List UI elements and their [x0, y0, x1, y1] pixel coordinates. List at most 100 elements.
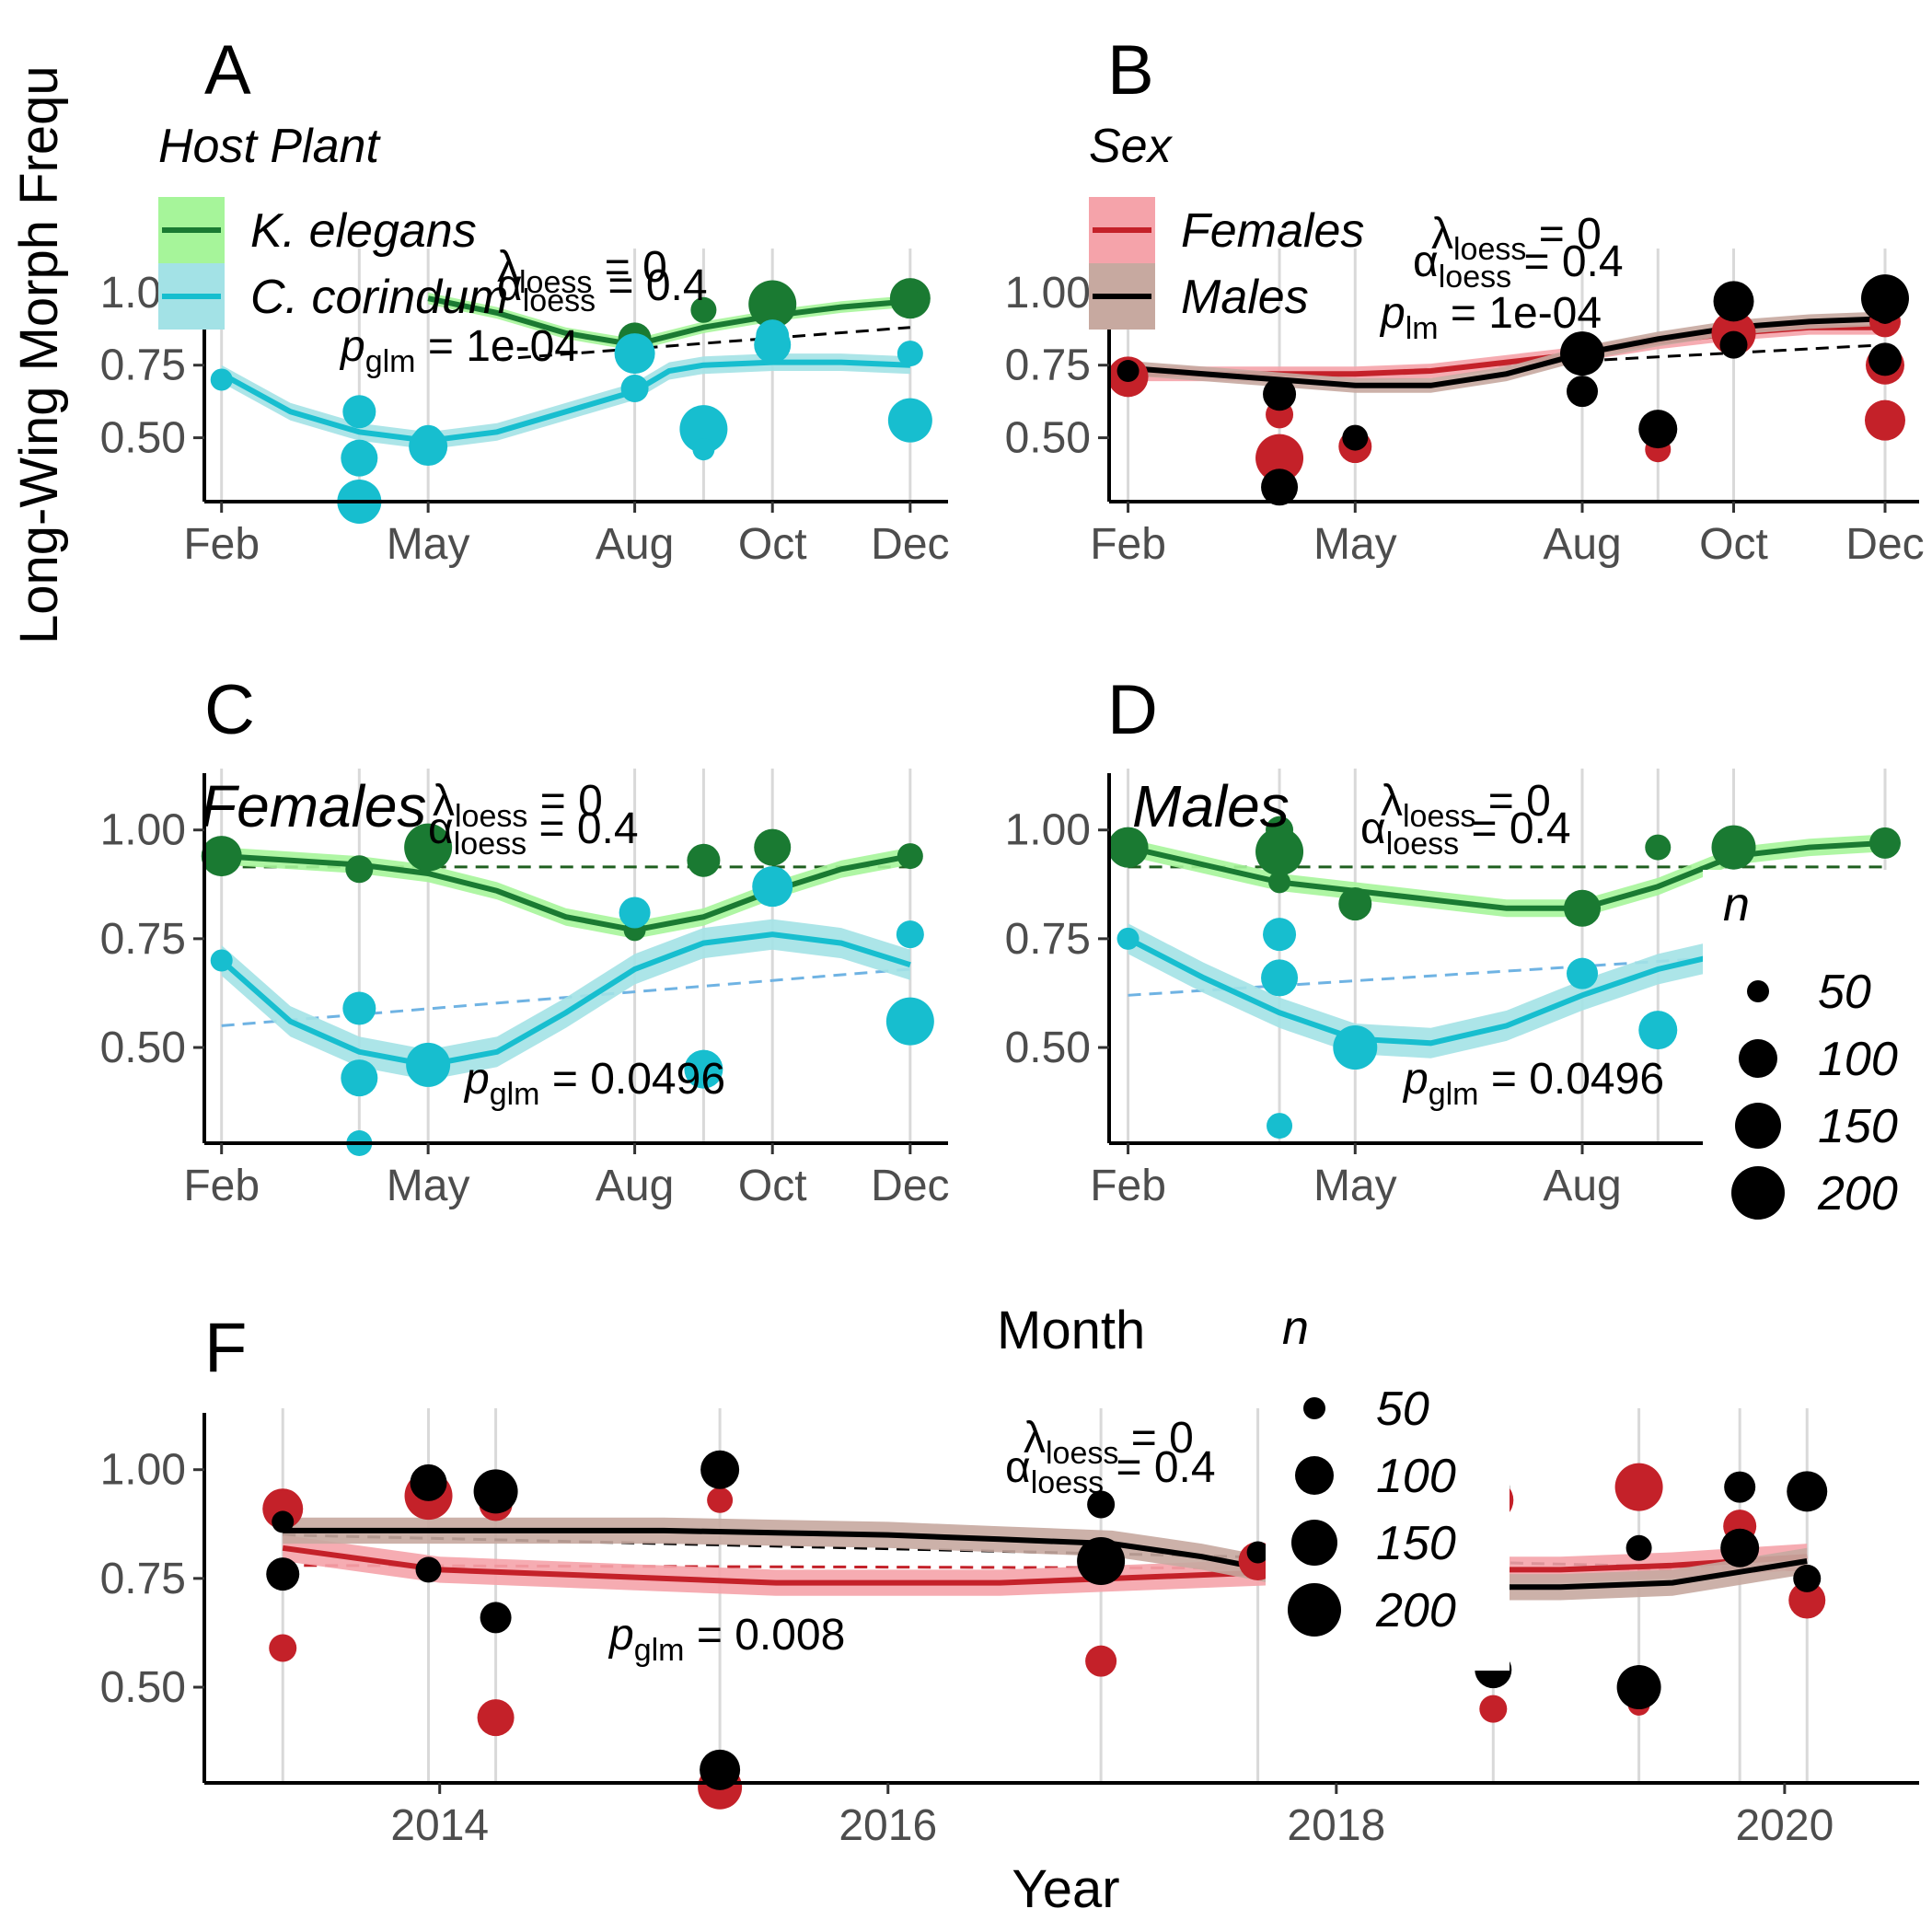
y-tick-label-2: 1.00: [1005, 806, 1091, 855]
data-point-c-corindum-2: [341, 439, 378, 477]
legend-month-n: Month n 50 100 150 200: [997, 1298, 1510, 1671]
x-tick-label-4: Dec: [871, 1162, 949, 1210]
data-point-males-6: [700, 1450, 740, 1489]
data-point-c-corindum-7: [614, 333, 655, 375]
data-point-males-9: [1860, 274, 1909, 323]
data-point-k-elegans-6: [690, 296, 717, 323]
legend-n-bottom-label-100: 100: [1376, 1450, 1456, 1503]
legend-n-bottom-label-150: 150: [1376, 1517, 1456, 1570]
x-tick-label-2: 2018: [1287, 1801, 1385, 1850]
panel-tag-b: B: [1107, 31, 1154, 110]
data-point-males-8: [1719, 330, 1748, 359]
data-point-k-elegans-0: [201, 836, 242, 877]
annotation-alpha: αloess = 0.4: [1413, 237, 1624, 295]
legend-label-females: Females: [1181, 204, 1364, 258]
annotation-lambda: λloess = 0: [1381, 777, 1551, 834]
annotation-p-value: pglm = 0.0496: [1402, 1055, 1664, 1112]
data-point-females-5: [477, 1699, 515, 1737]
glm-line-1: [221, 967, 910, 1027]
x-tick-label-3: Oct: [1699, 520, 1768, 569]
legend-n-right-label-200: 200: [1817, 1167, 1898, 1221]
legend-n-right-label-100: 100: [1818, 1033, 1898, 1086]
data-point-males-17: [1787, 1471, 1828, 1512]
annotation-alpha: αloess = 0.4: [497, 261, 708, 318]
x-tick-label-0: 2014: [390, 1801, 489, 1850]
annotation-alpha: αloess = 0.4: [428, 804, 639, 862]
data-point-males-6: [1638, 410, 1678, 449]
x-tick-label-3: Oct: [738, 1162, 807, 1210]
x-tick-label-4: Dec: [1845, 520, 1924, 569]
data-point-c-corindum-1: [1263, 918, 1297, 952]
x-tick-label-2: Aug: [596, 520, 674, 569]
data-point-males-8: [1087, 1490, 1116, 1519]
panel-f: 0.50 0.75 1.00 2014 2016 2018 2020 λloess = 0αl…: [100, 1408, 1919, 1850]
data-point-k-elegans-7: [1711, 825, 1756, 870]
glm-line-0: [1393, 343, 1886, 373]
data-point-k-elegans-3: [761, 295, 784, 318]
data-point-c-corindum-8: [620, 374, 649, 402]
legend-n-right-dot-100: [1739, 1039, 1777, 1078]
data-point-c-corindum-2: [1261, 959, 1299, 997]
y-tick-label-1: 0.75: [100, 915, 186, 964]
legend-n-bottom-dot-200: [1288, 1583, 1341, 1637]
y-tick-label-2: 1.00: [100, 1446, 186, 1495]
data-point-c-corindum-1: [342, 991, 376, 1025]
data-point-males-4: [1560, 331, 1605, 376]
y-tick-label-0: 0.50: [1005, 1024, 1091, 1072]
data-point-males-3: [1342, 424, 1369, 451]
annotation-lambda: λloess = 0: [433, 777, 603, 834]
data-point-k-elegans-5: [754, 828, 792, 866]
data-point-c-corindum-1: [342, 395, 376, 429]
data-point-males-9: [1077, 1536, 1126, 1585]
x-tick-label-1: 2016: [839, 1801, 937, 1850]
data-point-c-corindum-8: [896, 920, 924, 949]
data-point-males-14: [1616, 1665, 1661, 1710]
data-point-c-corindum-2: [341, 1059, 378, 1097]
legend-n-bottom-dot-100: [1295, 1456, 1334, 1495]
x-tick-label-1: May: [387, 1162, 470, 1210]
smooth-line-0: [427, 295, 911, 348]
data-point-k-elegans-8: [1868, 827, 1901, 859]
x-tick-label-0: Feb: [1090, 520, 1166, 569]
panel-tag-f: F: [204, 1309, 247, 1387]
x-tick-label-0: Feb: [183, 1162, 260, 1210]
data-point-k-elegans-2: [1255, 827, 1304, 876]
data-point-males-4: [473, 1469, 518, 1514]
data-point-k-elegans-6: [897, 843, 923, 870]
legend-sex: Sex Females Males: [1089, 120, 1364, 330]
smooth-line-0: [1127, 839, 1886, 911]
legend-host-plant: Host Plant K. elegans C. corindum: [158, 120, 508, 330]
y-tick-label-1: 0.75: [100, 1555, 186, 1603]
data-point-k-elegans-5: [1564, 889, 1602, 927]
legend-n-bottom-label-50: 50: [1376, 1382, 1429, 1436]
annotation-alpha: αloess = 0.4: [1360, 804, 1571, 862]
annotation-alpha: αloess = 0.4: [1005, 1443, 1216, 1500]
legend-label-k-elegans: K. elegans: [250, 204, 477, 258]
annotation-lambda: λloess = 0: [497, 243, 667, 300]
data-point-females-12: [1614, 1463, 1663, 1511]
x-axis-title-year: Year: [1012, 1859, 1119, 1919]
data-point-females-2: [1255, 434, 1304, 482]
legend-host-plant-title: Host Plant: [158, 120, 381, 173]
y-tick-label-1: 0.75: [1005, 341, 1091, 390]
smooth-line-1: [1128, 316, 1886, 388]
annotation-lambda: λloess = 0: [1024, 1414, 1194, 1471]
data-point-males-10: [1873, 301, 1896, 324]
data-point-males-1: [1263, 377, 1297, 411]
glm-line-0: [496, 326, 910, 361]
data-point-c-corindum-6: [409, 427, 448, 467]
data-point-c-corindum-7: [752, 866, 793, 908]
legend-n-bottom-title: n: [1282, 1301, 1309, 1355]
smooth-band-1: [1128, 923, 1810, 1059]
x-tick-label-2: Aug: [1543, 1162, 1621, 1210]
data-point-males-1: [266, 1557, 300, 1591]
data-point-males-5: [480, 1602, 512, 1634]
panel-tag-a: A: [204, 31, 251, 110]
x-tick-label-0: Feb: [183, 520, 260, 569]
data-point-males-3: [415, 1556, 442, 1583]
annotation-lambda: λloess = 0: [1431, 210, 1602, 267]
annotation-p-value: pglm = 0.008: [607, 1611, 845, 1668]
x-tick-label-0: Feb: [1090, 1162, 1166, 1210]
x-tick-label-4: Dec: [871, 520, 949, 569]
